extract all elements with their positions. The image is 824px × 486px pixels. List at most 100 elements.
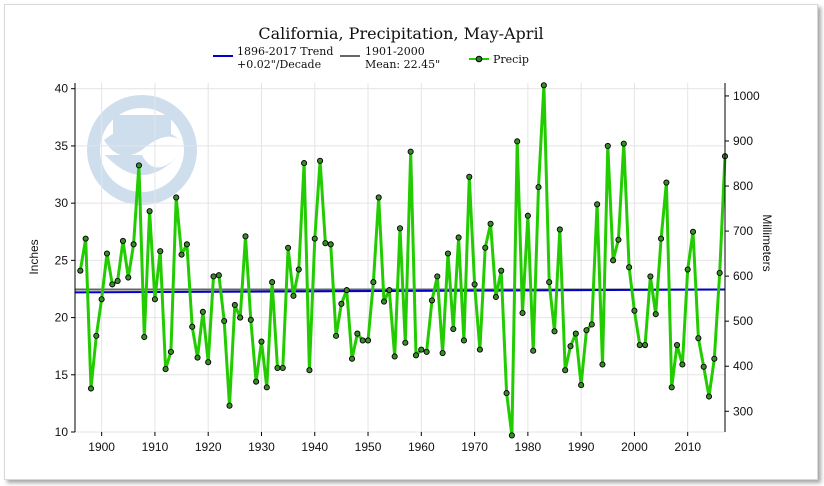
precip-point <box>370 279 377 286</box>
y2-tick-label: 800 <box>733 179 753 193</box>
legend: 1896-2017 Trend +0.02"/Decade 1901-2000 … <box>213 45 529 71</box>
y2-tick-label: 600 <box>733 269 753 283</box>
x-tick-label: 1930 <box>248 440 275 454</box>
y2-tick-label: 300 <box>733 404 753 418</box>
precip-point <box>524 212 531 219</box>
precip-point <box>434 273 441 280</box>
precip-point <box>551 328 558 335</box>
precip-point <box>412 352 420 359</box>
x-tick-label: 1990 <box>568 440 595 454</box>
precip-point <box>546 279 553 286</box>
chart-title: California, Precipitation, May-April <box>258 24 543 43</box>
precip-point <box>151 296 158 303</box>
precip-point <box>482 244 489 251</box>
x-axis-ticks: 1900 1910 1920 1930 1940 1950 1960 1970 1980 1990… <box>88 432 701 454</box>
precip-point <box>333 332 340 339</box>
y2-tick-label: 1000 <box>733 89 760 103</box>
precip-point <box>503 390 510 397</box>
precip-point <box>460 337 467 344</box>
x-tick-label: 1920 <box>195 440 222 454</box>
y-axis-label: Inches <box>27 239 41 274</box>
precip-point <box>98 296 105 303</box>
series-layer <box>78 83 727 437</box>
precip-point <box>498 267 505 274</box>
x-tick-label: 2000 <box>621 440 648 454</box>
legend-precip-label: Precip <box>493 53 529 66</box>
precip-point <box>428 297 436 304</box>
precip-point <box>423 348 430 355</box>
precip-point <box>141 333 148 341</box>
precip-point <box>455 234 462 241</box>
precipitation-chart: California, Precipitation, May-April 189… <box>27 24 774 454</box>
precip-point <box>396 225 404 232</box>
precip-point <box>295 266 302 273</box>
precip-point <box>183 241 190 248</box>
x-tick-label: 1970 <box>461 440 488 454</box>
precip-point <box>689 228 697 235</box>
precip-point <box>487 220 494 227</box>
legend-precip-marker <box>475 55 483 63</box>
precip-point <box>562 367 569 374</box>
precip-point <box>130 241 137 248</box>
precip-point <box>306 367 313 374</box>
precip-point <box>226 402 233 409</box>
precip-point <box>594 201 601 208</box>
precip-point <box>258 338 265 345</box>
precip-point <box>631 307 638 314</box>
precip-point <box>93 332 100 339</box>
y-tick-label: 25 <box>55 253 69 267</box>
precip-point <box>476 346 483 353</box>
legend-trend-label-line2: +0.02"/Decade <box>237 58 321 71</box>
x-tick-label: 1900 <box>88 440 115 454</box>
precip-point <box>77 267 84 274</box>
precip-point <box>466 173 473 180</box>
precip-point <box>556 226 563 233</box>
precip-point <box>444 250 452 257</box>
x-tick-label: 1910 <box>142 440 169 454</box>
trend-line <box>74 288 726 294</box>
precip-point <box>167 348 174 355</box>
precip-point <box>530 347 537 354</box>
points-layer <box>77 82 729 439</box>
precip-point <box>572 330 579 337</box>
precip-point <box>237 314 244 321</box>
precip-point <box>364 337 372 344</box>
x-tick-label: 1950 <box>355 440 382 454</box>
precip-point <box>269 279 276 286</box>
y-tick-label: 20 <box>55 311 69 325</box>
precip-point <box>578 382 585 389</box>
precip-point <box>615 236 622 243</box>
y-tick-label: 15 <box>55 368 69 382</box>
precip-point <box>157 248 164 255</box>
precip-point <box>407 148 414 155</box>
y2-tick-label: 400 <box>733 359 753 373</box>
precip-point <box>146 208 153 215</box>
y2-tick-label: 900 <box>733 134 753 148</box>
precip-point <box>514 138 521 145</box>
precip-point <box>348 355 356 362</box>
precip-point <box>658 235 665 242</box>
precip-point <box>199 308 206 315</box>
precip-point <box>620 140 627 147</box>
precip-point <box>125 274 132 281</box>
precip-point <box>354 330 361 337</box>
precip-point <box>135 162 142 169</box>
precip-point <box>711 355 718 362</box>
noaa-logo <box>87 95 197 205</box>
precip-point <box>301 160 308 167</box>
precip-point <box>119 237 127 244</box>
precip-point <box>583 327 590 334</box>
precip-point <box>338 300 345 307</box>
precip-point <box>418 346 425 353</box>
precip-point <box>508 432 515 439</box>
legend-mean-label-line1: 1901-2000 <box>365 45 425 58</box>
precip-point <box>626 264 633 271</box>
precip-point <box>540 82 547 89</box>
precip-point <box>642 341 649 349</box>
precip-point <box>114 277 121 285</box>
precip-point <box>311 235 318 242</box>
precip-point <box>535 184 542 191</box>
precip-point <box>253 378 260 385</box>
precip-point <box>492 293 499 301</box>
precip-point <box>274 364 281 371</box>
